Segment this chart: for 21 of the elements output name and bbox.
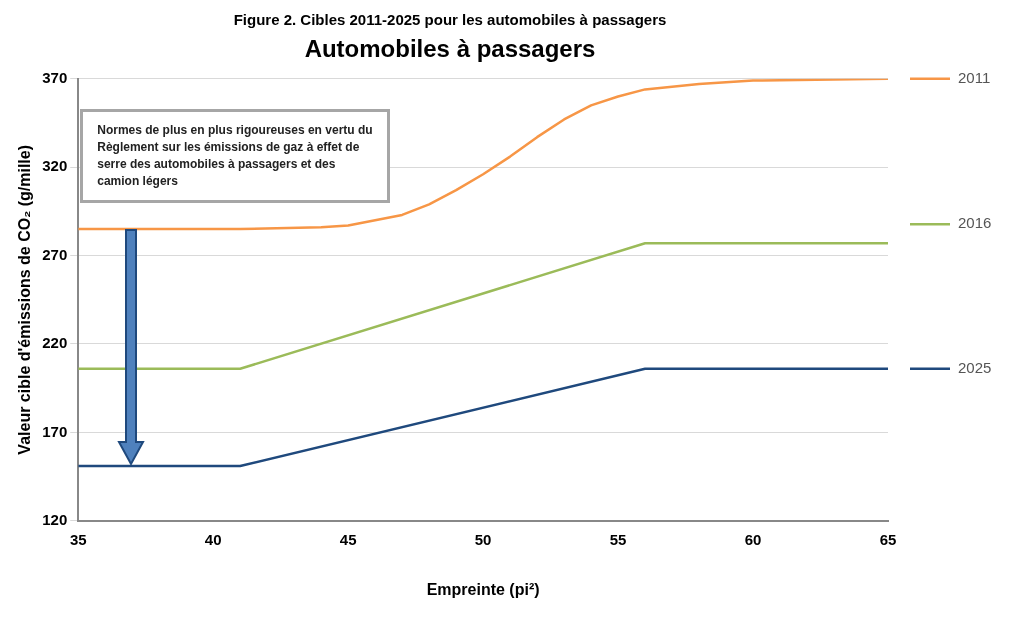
y-axis-title: Valeur cible d'émissions de CO₂ (g/mille) bbox=[16, 144, 34, 455]
y-tick-label: 170 bbox=[42, 422, 68, 440]
x-tick-label: 50 bbox=[474, 530, 492, 548]
x-tick-label: 35 bbox=[69, 530, 87, 548]
chart-title: Figure 2. Cibles 2011-2025 pour les automobiles à passagers bbox=[233, 11, 667, 29]
x-tick-label: 45 bbox=[339, 530, 357, 548]
y-tick-label: 270 bbox=[42, 245, 68, 263]
x-tick-label: 60 bbox=[744, 530, 762, 548]
x-axis-title: Empreinte (pi²) bbox=[426, 580, 540, 598]
y-tick-label: 370 bbox=[42, 68, 68, 86]
chart-subtitle: Automobiles à passagers bbox=[304, 35, 596, 63]
text-box: Normes de plus en plus rigoureuses en vertu du Règlement sur les émissions de gaz à effet de serre des automobiles à passagers et des camion légers bbox=[80, 108, 391, 203]
legend-label: 2025 bbox=[958, 358, 992, 376]
legend-label: 2011 bbox=[958, 68, 991, 86]
y-tick-label: 320 bbox=[42, 157, 68, 175]
x-tick-label: 65 bbox=[879, 530, 897, 548]
x-tick-label: 40 bbox=[204, 530, 222, 548]
legend-label: 2016 bbox=[958, 214, 992, 232]
y-tick-label: 120 bbox=[42, 510, 68, 528]
x-tick-label: 55 bbox=[609, 530, 627, 548]
y-tick-label: 220 bbox=[42, 334, 68, 352]
